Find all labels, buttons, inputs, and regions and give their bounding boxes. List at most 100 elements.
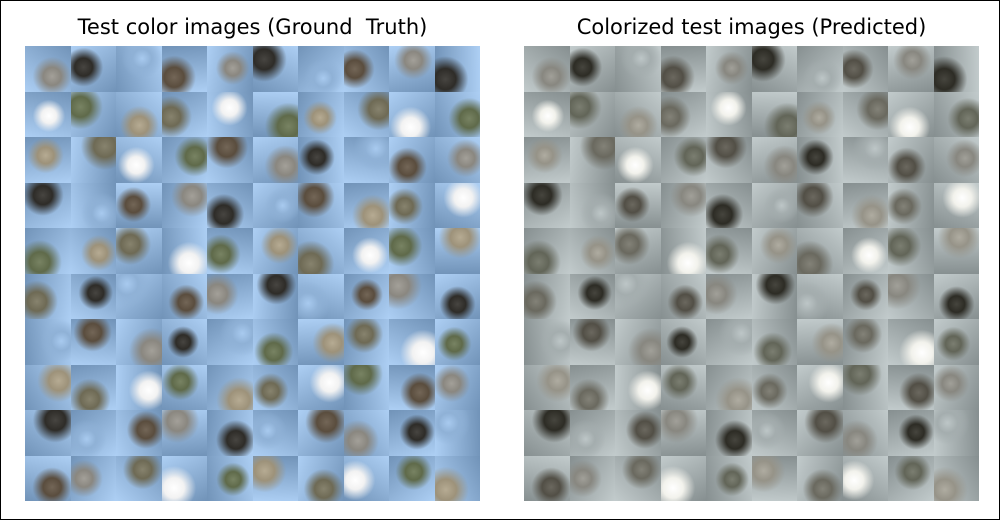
thumbnail-image — [434, 91, 480, 137]
thumbnail-image — [389, 319, 435, 365]
thumbnail-image — [888, 273, 934, 319]
thumbnail-image — [434, 410, 480, 456]
thumbnail-image — [797, 273, 843, 319]
thumbnail-image — [25, 137, 71, 183]
thumbnail-image — [751, 319, 797, 365]
thumbnail-image — [161, 455, 207, 501]
thumbnail-image — [298, 410, 344, 456]
thumbnail-image — [252, 182, 298, 228]
thumbnail-image — [116, 182, 162, 228]
thumbnail-image — [933, 46, 979, 92]
thumbnail-image — [842, 455, 888, 501]
thumbnail-image — [933, 228, 979, 274]
thumbnail-image — [569, 455, 615, 501]
thumbnail-image — [343, 228, 389, 274]
thumbnail-image — [389, 46, 435, 92]
thumbnail-image — [797, 91, 843, 137]
thumbnail-image — [116, 46, 162, 92]
thumbnail-image — [343, 137, 389, 183]
thumbnail-image — [207, 182, 253, 228]
thumbnail-image — [569, 273, 615, 319]
thumbnail-image — [434, 228, 480, 274]
thumbnail-image — [888, 319, 934, 365]
thumbnail-image — [660, 410, 706, 456]
thumbnail-image — [161, 182, 207, 228]
thumbnail-image — [615, 228, 661, 274]
thumbnail-image — [842, 46, 888, 92]
thumbnail-image — [933, 91, 979, 137]
predicted-title: Colorized test images (Predicted) — [576, 15, 927, 39]
thumbnail-image — [116, 319, 162, 365]
thumbnail-image — [70, 228, 116, 274]
thumbnail-image — [389, 364, 435, 410]
thumbnail-image — [116, 455, 162, 501]
thumbnail-image — [25, 91, 71, 137]
thumbnail-image — [343, 273, 389, 319]
thumbnail-image — [252, 228, 298, 274]
thumbnail-image — [434, 364, 480, 410]
thumbnail-image — [797, 455, 843, 501]
thumbnail-image — [524, 273, 570, 319]
thumbnail-image — [933, 410, 979, 456]
thumbnail-image — [389, 410, 435, 456]
thumbnail-image — [116, 91, 162, 137]
thumbnail-image — [343, 319, 389, 365]
thumbnail-image — [751, 228, 797, 274]
thumbnail-image — [70, 46, 116, 92]
thumbnail-image — [797, 364, 843, 410]
thumbnail-image — [434, 319, 480, 365]
thumbnail-image — [615, 182, 661, 228]
thumbnail-image — [116, 410, 162, 456]
thumbnail-image — [706, 455, 752, 501]
thumbnail-image — [842, 410, 888, 456]
thumbnail-image — [524, 364, 570, 410]
thumbnail-image — [842, 91, 888, 137]
thumbnail-image — [343, 455, 389, 501]
thumbnail-image — [161, 273, 207, 319]
thumbnail-image — [389, 182, 435, 228]
thumbnail-image — [207, 319, 253, 365]
thumbnail-image — [343, 91, 389, 137]
thumbnail-image — [389, 137, 435, 183]
thumbnail-image — [25, 228, 71, 274]
thumbnail-image — [751, 91, 797, 137]
thumbnail-image — [252, 91, 298, 137]
thumbnail-image — [252, 455, 298, 501]
thumbnail-image — [116, 228, 162, 274]
thumbnail-image — [842, 228, 888, 274]
thumbnail-image — [660, 137, 706, 183]
thumbnail-image — [434, 273, 480, 319]
thumbnail-image — [25, 319, 71, 365]
thumbnail-image — [615, 410, 661, 456]
thumbnail-image — [615, 319, 661, 365]
thumbnail-image — [706, 410, 752, 456]
thumbnail-image — [751, 364, 797, 410]
thumbnail-image — [25, 364, 71, 410]
thumbnail-image — [569, 364, 615, 410]
thumbnail-image — [343, 410, 389, 456]
thumbnail-image — [207, 46, 253, 92]
thumbnail-image — [161, 137, 207, 183]
thumbnail-image — [25, 455, 71, 501]
thumbnail-image — [888, 455, 934, 501]
thumbnail-image — [660, 182, 706, 228]
thumbnail-image — [343, 46, 389, 92]
thumbnail-image — [569, 228, 615, 274]
thumbnail-image — [706, 228, 752, 274]
thumbnail-image — [298, 319, 344, 365]
thumbnail-image — [933, 273, 979, 319]
thumbnail-image — [389, 273, 435, 319]
thumbnail-image — [842, 364, 888, 410]
thumbnail-image — [615, 91, 661, 137]
thumbnail-image — [207, 228, 253, 274]
thumbnail-image — [524, 319, 570, 365]
thumbnail-image — [842, 273, 888, 319]
thumbnail-image — [751, 455, 797, 501]
thumbnail-image — [207, 364, 253, 410]
thumbnail-image — [298, 455, 344, 501]
thumbnail-image — [706, 182, 752, 228]
thumbnail-image — [70, 319, 116, 365]
thumbnail-image — [751, 46, 797, 92]
thumbnail-image — [252, 273, 298, 319]
